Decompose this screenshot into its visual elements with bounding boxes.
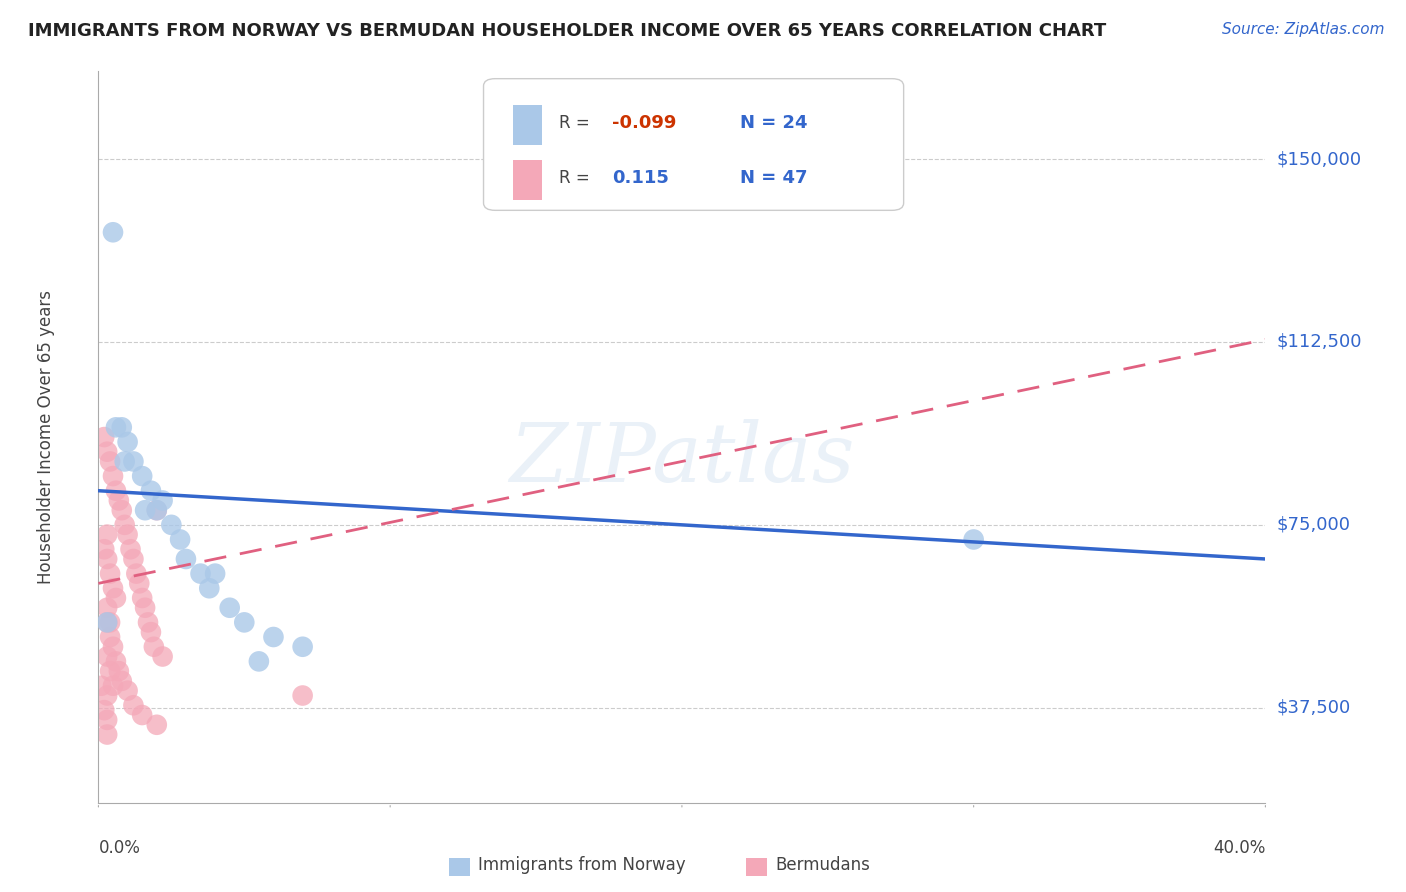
Text: 0.115: 0.115 (612, 169, 669, 187)
Point (122, 698, 145, 713)
Point (136, 615, 159, 630)
Point (134, 503, 156, 517)
Point (139, 483, 162, 498)
Point (117, 434, 139, 449)
Point (104, 654, 127, 668)
Point (152, 493, 174, 508)
Point (146, 503, 169, 517)
Point (104, 483, 127, 498)
Text: Bermudans: Bermudans (775, 856, 870, 874)
Point (142, 640, 165, 654)
Point (962, 533, 984, 547)
Text: $150,000: $150,000 (1277, 150, 1361, 168)
Text: R =: R = (560, 169, 595, 187)
FancyBboxPatch shape (449, 858, 470, 876)
Point (98, 615, 121, 630)
Point (169, 533, 191, 547)
FancyBboxPatch shape (747, 858, 768, 876)
Point (93, 430, 115, 444)
Point (198, 581, 221, 595)
Point (101, 581, 124, 595)
FancyBboxPatch shape (513, 105, 541, 145)
FancyBboxPatch shape (484, 78, 904, 211)
Text: $112,500: $112,500 (1277, 333, 1362, 351)
FancyBboxPatch shape (513, 160, 541, 200)
Point (101, 640, 124, 654)
Point (122, 454, 145, 468)
Point (98, 454, 121, 468)
Point (104, 420, 127, 434)
Point (93, 703, 115, 717)
Point (204, 566, 226, 581)
Point (101, 679, 124, 693)
Point (111, 673, 134, 688)
Point (139, 625, 162, 640)
Point (120, 542, 142, 557)
Point (96, 615, 118, 630)
Point (98, 630, 121, 644)
Point (90, 679, 112, 693)
Point (117, 683, 139, 698)
Text: R =: R = (560, 114, 595, 132)
Point (111, 420, 134, 434)
Point (114, 454, 136, 468)
Text: N = 47: N = 47 (741, 169, 808, 187)
Text: $75,000: $75,000 (1277, 516, 1351, 533)
Text: -0.099: -0.099 (612, 114, 676, 132)
Point (128, 576, 150, 591)
Point (122, 552, 145, 566)
Point (96, 689, 118, 703)
Text: Householder Income Over 65 years: Householder Income Over 65 years (37, 290, 55, 584)
Text: Source: ZipAtlas.com: Source: ZipAtlas.com (1222, 22, 1385, 37)
Point (96, 649, 118, 664)
Text: $37,500: $37,500 (1277, 698, 1351, 716)
Point (101, 225, 124, 239)
Point (96, 727, 118, 741)
Point (93, 542, 115, 557)
Point (96, 615, 118, 630)
Point (96, 527, 118, 541)
Point (108, 493, 131, 508)
Text: N = 24: N = 24 (741, 114, 808, 132)
Point (233, 615, 256, 630)
Point (174, 552, 197, 566)
Point (104, 591, 127, 605)
Point (96, 600, 118, 615)
Point (262, 630, 284, 644)
Point (146, 503, 169, 517)
Text: Immigrants from Norway: Immigrants from Norway (478, 856, 685, 874)
Point (247, 654, 270, 668)
Point (108, 664, 131, 678)
Point (291, 689, 314, 703)
Point (125, 566, 148, 581)
Text: 40.0%: 40.0% (1213, 839, 1265, 857)
Point (131, 469, 153, 483)
Point (117, 527, 139, 541)
Text: 0.0%: 0.0% (98, 839, 141, 857)
Point (111, 503, 134, 517)
Point (152, 649, 174, 664)
Point (146, 718, 169, 732)
Point (98, 664, 121, 678)
Point (190, 566, 212, 581)
Point (131, 591, 153, 605)
Text: ZIPatlas: ZIPatlas (509, 419, 855, 499)
Point (114, 517, 136, 532)
Point (291, 640, 314, 654)
Point (160, 517, 183, 532)
Text: IMMIGRANTS FROM NORWAY VS BERMUDAN HOUSEHOLDER INCOME OVER 65 YEARS CORRELATION : IMMIGRANTS FROM NORWAY VS BERMUDAN HOUSE… (28, 22, 1107, 40)
Point (96, 552, 118, 566)
Point (131, 708, 153, 723)
Point (134, 600, 156, 615)
Point (96, 713, 118, 727)
Point (101, 469, 124, 483)
Point (218, 600, 240, 615)
Point (98, 566, 121, 581)
Point (96, 444, 118, 458)
